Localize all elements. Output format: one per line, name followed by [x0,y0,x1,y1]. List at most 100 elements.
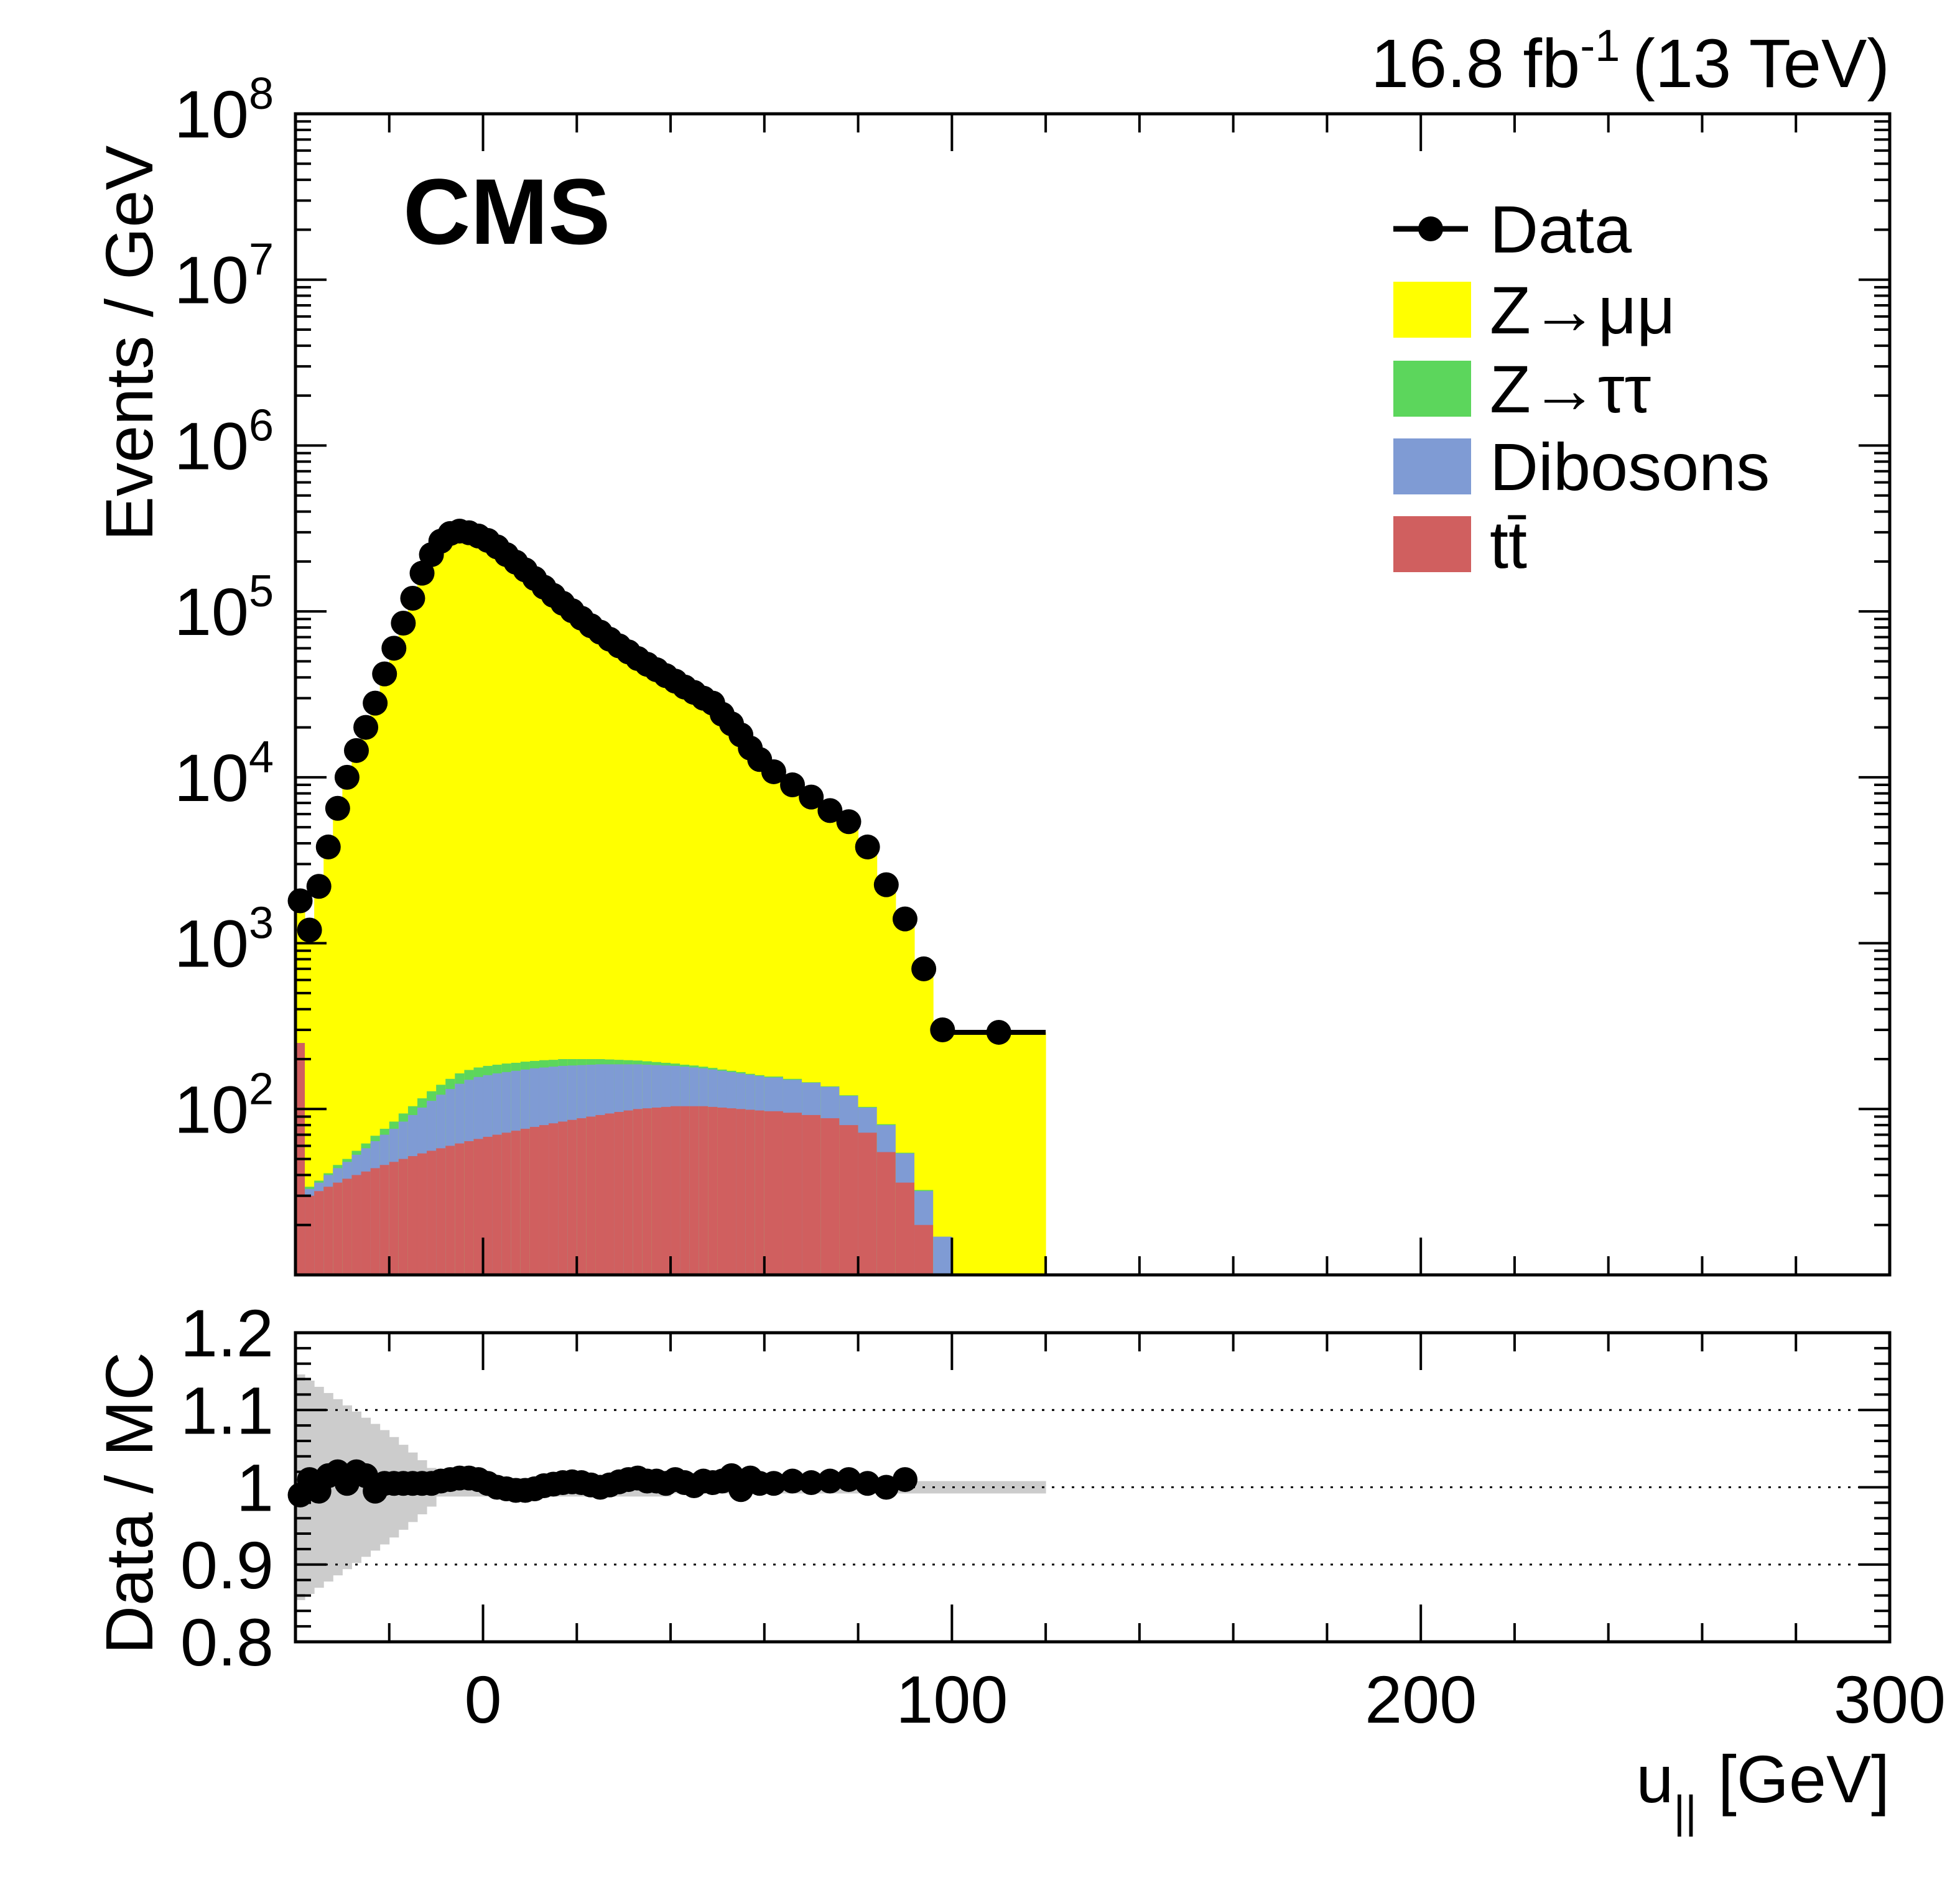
stack-bar-tt [605,1113,615,1275]
stack-bar-tt [558,1121,568,1275]
x-tick-label: 100 [896,1662,1008,1737]
legend-swatch-ztt [1393,361,1471,417]
stack-bar-tt [361,1171,371,1275]
x-tick-label: 300 [1834,1662,1946,1737]
data-point [315,834,341,859]
data-point [297,917,322,943]
y-tick-label: 106 [174,401,274,483]
stack-bar-tt [764,1111,784,1275]
stack-bar-tt [342,1178,352,1275]
stack-bar-zmm [933,1030,952,1275]
stack-bar-tt [651,1107,662,1275]
ratio-point [817,1468,843,1494]
data-point [400,586,425,611]
stack-bar-zmm [361,727,371,1275]
main-stack-fills [295,530,1046,1276]
data-point [799,784,824,810]
stack-bar-tt [492,1134,503,1275]
x-axis-var: u [1636,1741,1673,1817]
data-point [911,956,937,981]
stack-bar-zmm [398,623,409,1276]
data-point [334,764,360,790]
stack-bar-tt [455,1143,465,1275]
stack-bar-zmm [379,674,390,1275]
data-point [930,1017,955,1043]
stack-bar-tt [736,1109,746,1275]
ratio-point [873,1475,899,1500]
data-point [372,661,397,687]
stack-bar-tt [783,1113,802,1275]
stack-bar-tt [680,1106,690,1275]
main-data-markers [287,518,1046,1045]
y-tick-label: 103 [174,899,274,981]
stack-bar-tt [586,1116,596,1275]
stack-bar-tt [755,1110,765,1275]
stack-bar-tt [417,1153,427,1275]
stack-bar-tt [858,1132,878,1275]
stack-bar-tt [577,1118,587,1275]
stack-bar-tt [633,1109,643,1275]
energy-label: (13 TeV) [1632,25,1890,102]
stack-bar-tt [802,1114,821,1275]
stack-bar-tt [708,1106,718,1275]
stack-bar-tt [914,1225,934,1275]
ratio-y-tick-label: 1.1 [180,1373,274,1448]
stack-bar-tt [314,1191,324,1275]
stack-bar-tt [389,1162,399,1275]
stack-bar-tt [398,1159,409,1275]
stack-bar-tt [671,1106,680,1275]
ratio-y-tick-label: 0.9 [180,1527,274,1603]
lumi-exponent: -1 [1580,21,1620,71]
legend-label-ztt: Z→ττ [1490,351,1651,427]
stack-bar-tt [623,1110,634,1275]
data-point [855,834,880,859]
stack-bar-zmm [314,886,324,1275]
stack-bar-vv [933,1236,952,1275]
stack-bar-tt [370,1168,381,1275]
y-tick-label: 105 [174,567,274,649]
data-point [325,795,350,821]
main-frame: 102 103 104 105 106 107 108 [174,69,1892,1277]
stack-bar-tt [699,1106,708,1275]
stack-bar-tt [820,1118,840,1275]
ratio-point [892,1467,917,1493]
lumi-value: 16.8 fb [1371,25,1580,102]
stack-bar-tt [473,1139,484,1275]
main-y-axis-label: Events / GeV [91,146,167,541]
ratio-y-tick-label: 1 [236,1450,274,1526]
stack-bar-tt [549,1123,559,1275]
ratio-point [836,1467,862,1493]
data-point [391,610,416,636]
data-point [381,636,407,661]
stack-bar-zmm [351,750,362,1275]
ratio-point [799,1470,824,1496]
legend-label-zmm: Z→μμ [1490,272,1675,348]
stack-bar-tt [305,1195,315,1275]
stack-bar-zmm [333,808,343,1275]
data-point [892,906,917,932]
legend-label-tt: tt̄ [1490,507,1527,582]
data-point [986,1019,1011,1045]
uncertainty-bin [952,1481,1046,1494]
x-tick-label: 0 [464,1662,501,1737]
stack-bar-zmm [407,598,418,1275]
ratio-point [780,1468,806,1494]
stack-bar-tt [745,1109,756,1275]
data-point [363,690,388,716]
stack-bar-tt [464,1141,474,1275]
stack-bar-tt [379,1165,390,1275]
stack-bar-zmm [342,777,352,1275]
stack-bar-tt [727,1108,737,1275]
data-point [353,715,379,740]
stack-bar-tt [895,1182,915,1275]
ratio-y-axis-label: Data / MC [91,1352,167,1654]
data-point [780,772,806,798]
x-tick-label: 200 [1365,1662,1477,1737]
stack-bar-tt [333,1182,343,1275]
ratio-frame: 0.80.911.11.2 0 100 200 300 [180,1295,1946,1737]
data-point [836,809,862,835]
stack-bar-tt [427,1151,437,1275]
stack-bar-tt [436,1148,446,1275]
